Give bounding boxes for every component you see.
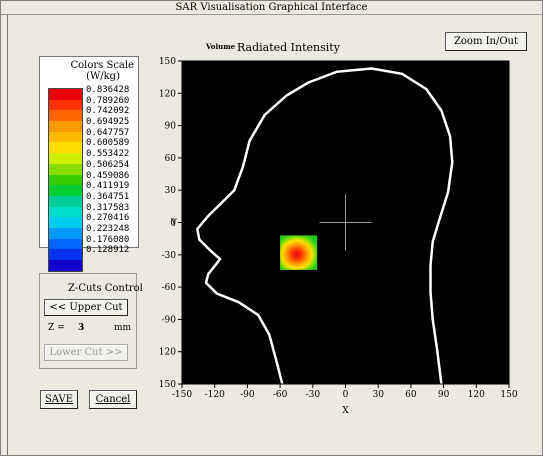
color-scale-label: 0.600589 xyxy=(86,138,130,149)
color-swatch xyxy=(48,142,83,154)
color-scale-label: 0.317583 xyxy=(86,202,130,213)
x-tick-label: -150 xyxy=(172,390,192,400)
x-tick-label: 120 xyxy=(468,390,485,400)
colors-scale-unit: (W/kg) xyxy=(86,71,120,82)
color-scale-label: 0.506254 xyxy=(86,159,130,170)
y-tick-label: -150 xyxy=(159,380,176,390)
color-scale-label: 0.459086 xyxy=(86,170,130,181)
color-scale-label: 0.742092 xyxy=(86,106,130,117)
color-swatch xyxy=(48,99,83,111)
color-swatch xyxy=(48,227,83,239)
color-scale-label: 0.128912 xyxy=(86,245,130,256)
color-scale-label: 0.647757 xyxy=(86,127,130,138)
x-tick-label: 0 xyxy=(343,390,349,400)
z-unit: mm xyxy=(114,323,132,333)
color-swatch xyxy=(48,206,83,218)
upper-cut-button[interactable]: << Upper Cut xyxy=(44,299,128,316)
colors-scale-title: Colors Scale (W/kg) xyxy=(40,60,138,82)
x-tick-label: 60 xyxy=(405,390,417,400)
y-tick-label: 120 xyxy=(159,89,176,99)
lower-cut-button[interactable]: Lower Cut >> xyxy=(44,344,128,361)
plot-title: Radiated Intensity xyxy=(237,41,340,54)
color-scale-label: 0.270416 xyxy=(86,213,130,224)
x-tick-label: -90 xyxy=(240,390,255,400)
y-axis-label: Y xyxy=(170,219,178,229)
y-tick-label: 150 xyxy=(159,57,176,67)
color-scale-label: 0.836428 xyxy=(86,85,130,95)
save-button[interactable]: SAVE xyxy=(40,390,78,409)
zoom-in-out-button[interactable]: Zoom In/Out xyxy=(445,32,527,51)
color-scale-label: 0.364751 xyxy=(86,191,130,202)
save-label: SAVE xyxy=(44,394,74,405)
color-scale-label: 0.176080 xyxy=(86,234,130,245)
cancel-button[interactable]: Cancel xyxy=(89,390,137,409)
x-tick-label: 150 xyxy=(500,390,517,400)
color-swatch xyxy=(48,121,83,132)
color-scale-label: 0.553422 xyxy=(86,149,130,160)
color-swatch xyxy=(48,163,83,175)
z-label: Z = xyxy=(48,323,65,333)
color-swatch xyxy=(48,110,83,122)
y-tick-label: -30 xyxy=(162,251,177,261)
color-bar xyxy=(48,88,83,272)
color-scale-label: 0.411919 xyxy=(86,181,130,192)
color-swatch xyxy=(48,185,83,196)
z-value: 3 xyxy=(78,323,85,333)
color-swatch xyxy=(48,195,83,207)
color-scale-label: 0.694925 xyxy=(86,117,130,128)
head-outline xyxy=(196,67,454,385)
color-swatch xyxy=(48,131,83,143)
cancel-label: Cancel xyxy=(95,394,131,405)
color-swatch xyxy=(48,174,83,186)
color-scale-label: 0.223248 xyxy=(86,223,130,234)
color-scale-label: 0.789260 xyxy=(86,95,130,106)
y-tick-label: 60 xyxy=(165,154,177,164)
colors-scale-panel: Colors Scale (W/kg) 0.836428 0.789260 0.74… xyxy=(39,56,139,272)
window-title: SAR Visualisation Graphical Interface xyxy=(1,1,542,15)
color-swatch xyxy=(48,89,83,100)
plot-mode-label: Volume xyxy=(206,42,236,51)
y-tick-label: -60 xyxy=(162,283,177,293)
color-bar-labels: 0.836428 0.789260 0.742092 0.694925 0.647757… xyxy=(86,85,140,256)
x-tick-label: 90 xyxy=(438,390,450,400)
y-tick-label: 0 xyxy=(170,219,176,229)
x-tick-label: 30 xyxy=(372,390,384,400)
zcuts-control-panel: Z-Cuts Control << Upper Cut Z = 3 mm Low… xyxy=(39,273,143,369)
y-tick-label: -90 xyxy=(162,315,177,325)
sar-hotspot xyxy=(280,235,318,270)
y-tick-label: 90 xyxy=(165,122,177,132)
color-swatch xyxy=(48,238,83,250)
x-tick-label: -30 xyxy=(306,390,321,400)
color-swatch xyxy=(48,249,83,260)
sar-plot[interactable]: -150 -120 -90 -60 -30 0 30 60 90 120 150 150 120 90 60… xyxy=(159,53,531,423)
y-tick-label: -120 xyxy=(159,348,176,358)
zcuts-title: Z-Cuts Control xyxy=(68,283,143,294)
colors-scale-title-line1: Colors Scale xyxy=(70,60,134,71)
y-tick-label: 30 xyxy=(165,186,177,196)
x-axis-label: X xyxy=(342,406,349,416)
color-swatch xyxy=(48,260,83,271)
color-swatch xyxy=(48,153,83,164)
window-left-edge xyxy=(7,15,8,455)
x-tick-label: -120 xyxy=(205,390,225,400)
color-swatch xyxy=(48,217,83,228)
x-tick-label: -60 xyxy=(273,390,288,400)
